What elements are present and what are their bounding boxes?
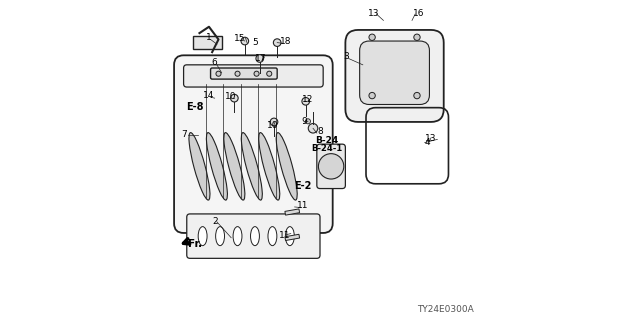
Circle shape [256, 55, 264, 62]
Polygon shape [285, 234, 300, 241]
Text: 13: 13 [367, 9, 379, 18]
Text: 2: 2 [212, 217, 218, 226]
Text: 16: 16 [413, 9, 425, 18]
Text: 14: 14 [203, 91, 214, 100]
Text: 5: 5 [252, 38, 258, 47]
Circle shape [267, 71, 272, 76]
Ellipse shape [268, 227, 277, 246]
Ellipse shape [198, 227, 207, 246]
Text: 6: 6 [212, 58, 218, 67]
Text: 3: 3 [343, 52, 349, 61]
Circle shape [302, 98, 310, 105]
FancyBboxPatch shape [174, 55, 333, 233]
Circle shape [414, 34, 420, 40]
Text: 15: 15 [234, 34, 246, 43]
Circle shape [241, 37, 248, 45]
Text: E-2: E-2 [294, 181, 312, 191]
FancyBboxPatch shape [360, 41, 429, 105]
Ellipse shape [241, 132, 262, 200]
Circle shape [273, 39, 281, 46]
Text: Fr.: Fr. [188, 239, 202, 249]
Circle shape [230, 94, 238, 102]
Ellipse shape [189, 132, 210, 200]
Circle shape [235, 71, 240, 76]
Text: 11: 11 [297, 202, 308, 211]
Text: 18: 18 [280, 36, 291, 45]
Text: 1: 1 [205, 33, 211, 42]
Text: 10: 10 [225, 92, 236, 101]
Ellipse shape [224, 132, 245, 200]
Text: E-8: E-8 [186, 102, 204, 112]
Circle shape [305, 119, 310, 124]
Circle shape [254, 71, 259, 76]
Text: 8: 8 [317, 127, 323, 136]
FancyBboxPatch shape [317, 144, 346, 188]
Ellipse shape [250, 227, 259, 246]
Polygon shape [193, 36, 221, 49]
Circle shape [369, 34, 375, 40]
Text: 4: 4 [424, 138, 430, 147]
Text: 17: 17 [255, 54, 266, 63]
Text: 9: 9 [301, 117, 307, 126]
Text: TY24E0300A: TY24E0300A [417, 305, 474, 314]
Text: 11: 11 [279, 231, 290, 240]
Circle shape [369, 92, 375, 99]
Ellipse shape [276, 132, 297, 200]
Circle shape [270, 118, 278, 126]
Circle shape [308, 124, 318, 133]
Circle shape [216, 71, 221, 76]
Text: 7: 7 [181, 130, 187, 139]
Circle shape [319, 154, 344, 179]
Ellipse shape [285, 227, 294, 246]
FancyBboxPatch shape [211, 68, 277, 79]
Polygon shape [285, 209, 300, 215]
Ellipse shape [206, 132, 227, 200]
FancyBboxPatch shape [187, 214, 320, 258]
Circle shape [414, 92, 420, 99]
Ellipse shape [216, 227, 225, 246]
FancyBboxPatch shape [184, 65, 323, 87]
Text: 10: 10 [268, 121, 279, 130]
Ellipse shape [259, 132, 280, 200]
Ellipse shape [233, 227, 242, 246]
Text: B-24-1: B-24-1 [312, 144, 343, 153]
Text: B-24: B-24 [315, 136, 338, 145]
Text: 13: 13 [425, 134, 436, 143]
Text: 12: 12 [301, 95, 313, 104]
FancyBboxPatch shape [346, 30, 444, 122]
